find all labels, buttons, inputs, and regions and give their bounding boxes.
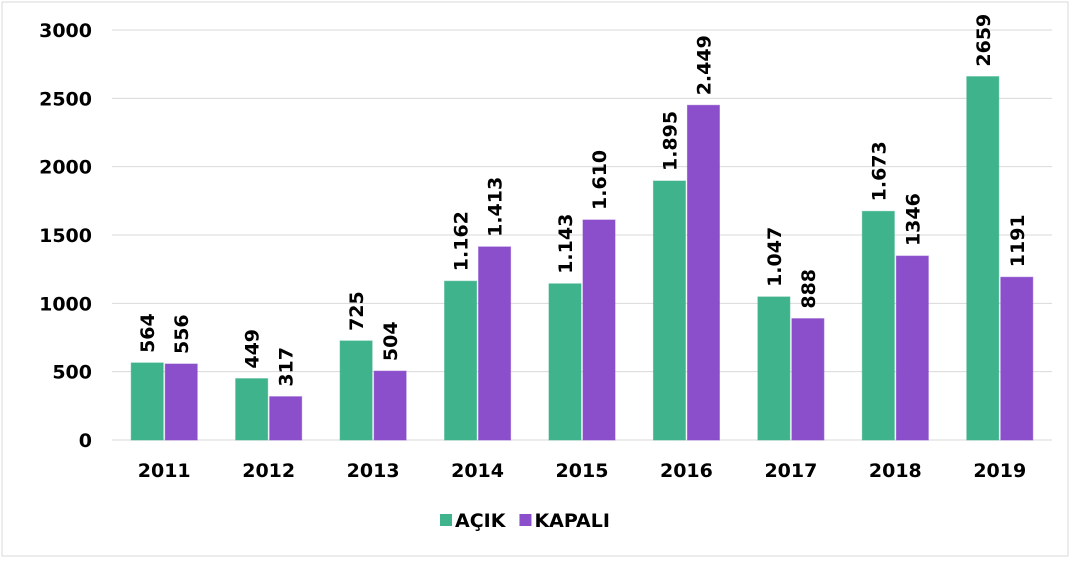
- y-tick-label: 3000: [39, 20, 92, 42]
- data-label: 317: [276, 347, 298, 387]
- bar: [130, 362, 164, 441]
- data-label: 1346: [902, 193, 924, 246]
- data-label: 725: [346, 291, 368, 331]
- y-tick-label: 1500: [39, 225, 92, 247]
- bar: [895, 255, 929, 441]
- data-label: 1.143: [555, 214, 577, 274]
- data-label: 504: [380, 321, 402, 361]
- legend-label: AÇIK: [455, 510, 507, 532]
- x-tick-label: 2013: [347, 460, 400, 482]
- bar: [373, 370, 407, 441]
- y-tick-label: 0: [79, 430, 92, 452]
- x-tick-label: 2017: [764, 460, 817, 482]
- bar: [757, 296, 791, 441]
- data-label: 1.047: [764, 227, 786, 287]
- data-label: 2.449: [693, 35, 715, 95]
- bar: [791, 318, 825, 441]
- data-label: 2659: [973, 14, 995, 67]
- bar: [966, 76, 1000, 441]
- data-label: 449: [242, 329, 264, 369]
- y-tick-label: 1000: [39, 293, 92, 315]
- bar: [478, 246, 512, 441]
- x-tick-label: 2014: [451, 460, 504, 482]
- bar: [582, 219, 616, 441]
- legend-swatch: [440, 514, 452, 526]
- x-tick-label: 2018: [869, 460, 922, 482]
- y-tick-label: 500: [52, 362, 92, 384]
- data-label: 888: [798, 269, 820, 309]
- x-tick-label: 2012: [242, 460, 295, 482]
- data-label: 1.413: [485, 177, 507, 237]
- bar: [861, 210, 895, 441]
- data-label: 1.895: [659, 111, 681, 171]
- bar: [686, 104, 720, 441]
- x-tick-label: 2019: [973, 460, 1026, 482]
- data-label: 1.673: [868, 141, 890, 201]
- legend-label: KAPALI: [534, 510, 610, 532]
- bar: [164, 363, 198, 441]
- x-tick-label: 2011: [138, 460, 191, 482]
- data-label: 1.610: [589, 150, 611, 210]
- bar: [652, 180, 686, 441]
- bar: [548, 283, 582, 441]
- bar: [269, 396, 303, 441]
- x-tick-label: 2015: [556, 460, 609, 482]
- data-label: 1191: [1007, 214, 1029, 267]
- data-label: 564: [137, 313, 159, 353]
- y-tick-label: 2000: [39, 157, 92, 179]
- legend-swatch: [519, 514, 532, 526]
- bar: [1000, 276, 1034, 441]
- data-label: 556: [171, 314, 193, 354]
- bar: [444, 280, 478, 441]
- bar: [339, 340, 373, 441]
- y-tick-label: 2500: [39, 88, 92, 110]
- data-label: 1.162: [451, 211, 473, 271]
- bar: [235, 378, 269, 441]
- x-tick-label: 2016: [660, 460, 713, 482]
